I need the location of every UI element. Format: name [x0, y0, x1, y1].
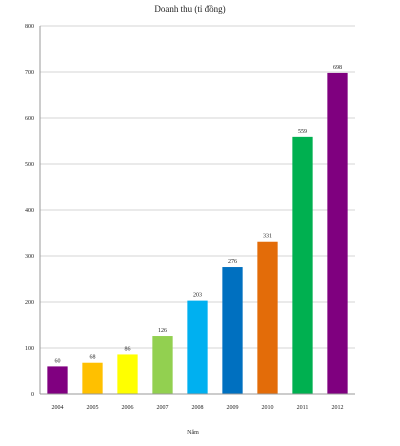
- bar-2006: [117, 354, 138, 394]
- x-tick-label-2010: 2010: [262, 405, 274, 411]
- data-label-2012: 698: [333, 65, 342, 71]
- bar-2004: [47, 366, 68, 394]
- chart-title: Doanh thu (tỉ đồng): [154, 4, 225, 14]
- x-tick-label-2009: 2009: [227, 405, 239, 411]
- gridlines: [40, 25, 355, 349]
- data-label-2009: 276: [228, 259, 237, 265]
- bar-2010: [257, 241, 278, 394]
- x-tick-label-2006: 2006: [122, 405, 134, 411]
- data-label-2005: 68: [90, 355, 96, 361]
- y-tick-label: 500: [25, 162, 34, 168]
- bar-2008: [187, 300, 208, 394]
- bars: 60 68 86 126 203 276 331 559 698: [47, 65, 348, 395]
- data-label-2004: 60: [55, 358, 61, 364]
- y-tick-label: 0: [31, 392, 34, 398]
- data-label-2010: 331: [263, 234, 272, 240]
- bar-2007: [152, 336, 173, 394]
- y-tick-label: 400: [25, 208, 34, 214]
- data-label-2008: 203: [193, 293, 202, 299]
- x-axis-label: Năm: [187, 430, 199, 436]
- bar-2012: [327, 72, 348, 395]
- y-tick-label: 600: [25, 116, 34, 122]
- x-tick-label-2005: 2005: [87, 405, 99, 411]
- x-tick-label-2007: 2007: [157, 405, 169, 411]
- bar-2011: [292, 136, 313, 395]
- y-tick-label: 100: [25, 346, 34, 352]
- bar-2005: [82, 362, 103, 394]
- y-axis-ticks: 0 100 200 300 400 500 600 700 800: [25, 24, 34, 398]
- x-tick-label-2008: 2008: [192, 405, 204, 411]
- y-tick-label: 300: [25, 254, 34, 260]
- data-label-2011: 559: [298, 129, 307, 135]
- x-tick-label-2011: 2011: [297, 405, 309, 411]
- y-tick-label: 200: [25, 300, 34, 306]
- y-tick-label: 700: [25, 70, 34, 76]
- data-label-2007: 126: [158, 328, 167, 334]
- x-tick-label-2004: 2004: [52, 405, 64, 411]
- data-label-2006: 86: [125, 346, 131, 352]
- bar-2009: [222, 267, 243, 394]
- y-tick-label: 800: [25, 24, 34, 30]
- x-axis-ticks: 2004 2005 2006 2007 2008 2009 2010 2011 2012: [52, 405, 344, 411]
- x-tick-label-2012: 2012: [332, 405, 344, 411]
